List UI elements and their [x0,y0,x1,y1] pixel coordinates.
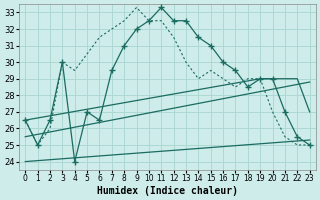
X-axis label: Humidex (Indice chaleur): Humidex (Indice chaleur) [97,186,238,196]
